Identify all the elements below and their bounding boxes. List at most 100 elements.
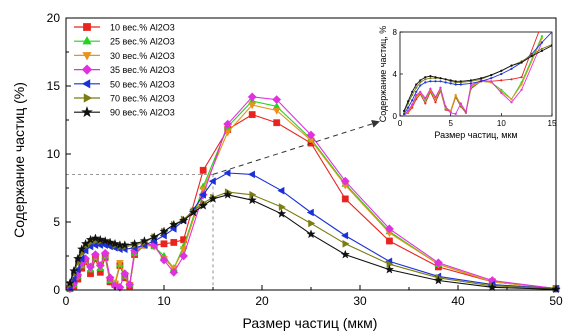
inset-data-point: [411, 93, 414, 97]
x-tick-label: 10: [157, 294, 171, 308]
inset-data-point: [464, 110, 467, 113]
inset-y-tick-label: 4: [393, 70, 398, 79]
inset-data-point: [424, 76, 427, 79]
inset-data-point: [459, 83, 462, 86]
data-point: [169, 219, 179, 229]
inset-y-axis-title: Содержание частиц, %: [378, 26, 388, 123]
data-point: [73, 253, 83, 263]
data-point: [179, 251, 189, 261]
data-point: [198, 200, 208, 210]
data-point: [129, 238, 140, 248]
data-point: [272, 107, 281, 115]
x-axis-title: Размер частиц (мкм): [243, 315, 378, 331]
data-point: [223, 129, 232, 137]
y-tick-label: 5: [53, 215, 60, 229]
legend-marker: [81, 106, 93, 118]
data-point: [223, 169, 231, 177]
data-point: [86, 262, 95, 272]
data-point: [120, 269, 130, 279]
legend-label: 30 вес.% Al2O3: [110, 51, 175, 61]
data-point: [65, 278, 75, 288]
x-tick-label: 40: [451, 294, 465, 308]
inset-data-point: [550, 44, 552, 47]
inset-series-line: [403, 44, 552, 112]
data-point: [306, 208, 314, 217]
inset-data-point: [510, 64, 513, 67]
series-line: [69, 172, 557, 290]
inset-data-point: [407, 100, 410, 103]
inset-data-point: [449, 79, 452, 82]
data-point: [169, 267, 179, 277]
data-point: [278, 203, 286, 211]
data-point: [223, 189, 233, 199]
inset-data-point: [411, 90, 414, 93]
data-point: [248, 111, 256, 118]
inset-data-point: [520, 76, 523, 79]
y-tick-label: 15: [47, 79, 61, 93]
inset-data-point: [415, 90, 418, 93]
x-tick-label: 0: [63, 294, 70, 308]
inset-data-point: [500, 88, 503, 91]
inset-data-point: [411, 103, 414, 106]
inset-series-4: [403, 41, 544, 116]
inset-data-point: [500, 72, 503, 76]
inset-data-point: [459, 80, 462, 83]
data-point: [100, 236, 110, 245]
data-point: [95, 261, 105, 270]
data-point: [386, 260, 394, 269]
inset-series-7: [403, 44, 552, 112]
data-point: [90, 250, 100, 260]
legend-marker: [81, 79, 91, 89]
legend-item: 70 вес.% Al2O3: [74, 93, 175, 104]
inset-x-tick-label: 15: [548, 119, 557, 128]
inset-data-point: [429, 87, 432, 90]
inset-data-point: [449, 111, 452, 114]
inset-data-point: [520, 88, 523, 91]
inset-data-point: [449, 82, 452, 85]
inset-data-point: [444, 78, 447, 81]
y-tick-label: 20: [47, 11, 61, 25]
data-point: [272, 95, 282, 105]
inset-data-point: [490, 77, 493, 80]
data-point: [125, 280, 135, 290]
data-point: [69, 275, 77, 283]
inset-data-point: [520, 83, 523, 86]
inset-data-point: [424, 102, 427, 105]
inset-data-point: [434, 101, 437, 104]
data-point: [90, 233, 101, 243]
legend-marker: [82, 52, 92, 61]
data-point: [100, 248, 110, 258]
series-2: [66, 96, 560, 292]
inset-data-point: [419, 81, 422, 84]
data-point: [149, 232, 159, 241]
inset-data-point: [500, 79, 503, 82]
x-tick-label: 20: [255, 294, 269, 308]
inset-data-point: [444, 105, 447, 108]
data-point: [273, 119, 281, 127]
inset-data-point: [434, 76, 437, 79]
inset-data-point: [541, 23, 543, 25]
series-5: [65, 169, 559, 293]
inset-data-point: [449, 109, 452, 112]
inset-data-point: [480, 77, 483, 80]
inset-data-point: [490, 74, 493, 77]
data-point: [433, 258, 443, 268]
inset-data-point: [469, 84, 472, 87]
legend-item: 50 вес.% Al2O3: [74, 79, 175, 89]
inset-y-tick-label: 8: [393, 28, 398, 37]
y-axis-title: Содержание частиц (%): [11, 82, 27, 238]
inset-x-tick-label: 10: [497, 119, 506, 128]
legend-item: 10 вес.% Al2O3: [74, 23, 175, 33]
inset-data-point: [415, 86, 418, 89]
data-point: [159, 255, 169, 265]
data-point: [198, 190, 206, 199]
data-point: [115, 282, 125, 292]
inset-data-point: [454, 83, 457, 86]
data-point: [139, 236, 150, 245]
data-point: [433, 275, 444, 285]
inset-data-point: [444, 81, 447, 84]
inset-data-point: [454, 80, 457, 83]
inset-data-point: [540, 49, 544, 53]
legend-marker: [83, 93, 93, 103]
